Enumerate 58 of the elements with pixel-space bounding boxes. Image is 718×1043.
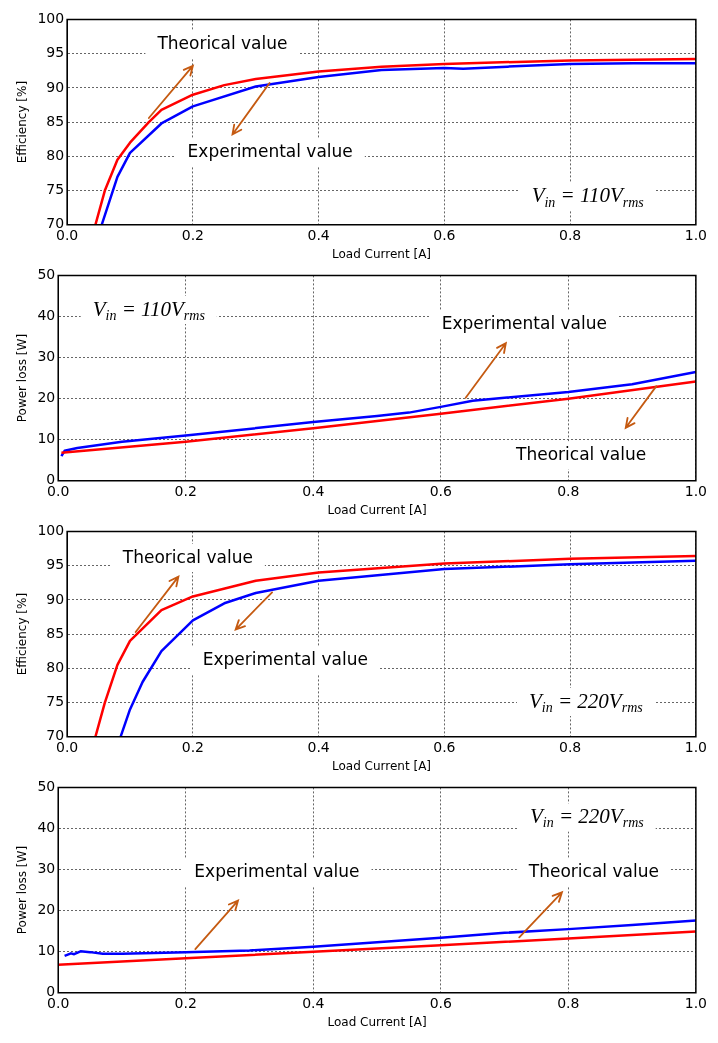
y-tick-label: 30 (37, 348, 56, 365)
y-tick-label: 40 (37, 307, 56, 324)
annotation: Experimental value (194, 861, 360, 882)
y-tick-label: 40 (37, 819, 56, 836)
y-tick-label: 100 (37, 10, 65, 27)
x-tick-label: 0.6 (433, 226, 456, 243)
y-tick-label: 75 (46, 181, 65, 198)
x-tick-label: 0.2 (174, 482, 197, 499)
annotation: Theorical value (156, 33, 288, 54)
x-tick-label: 1.0 (684, 482, 707, 499)
x-tick-label: 0.6 (429, 482, 453, 499)
y-tick-label: 20 (37, 901, 56, 918)
y-tick-label: 95 (46, 556, 65, 573)
annotation: Theorical value (515, 443, 647, 464)
x-tick-label: 1.0 (684, 738, 707, 755)
y-tick-label: 20 (37, 389, 56, 406)
y-tick-label: 85 (46, 112, 65, 129)
annotation: Experimental value (187, 141, 353, 162)
y-axis-title: Power loss [W] (15, 333, 30, 423)
annotation: Theorical value (121, 546, 253, 567)
x-tick-label: 0.2 (181, 738, 204, 755)
annotation: Experimental value (441, 313, 607, 334)
y-tick-label: 100 (37, 522, 65, 539)
x-tick-label: 0.2 (174, 994, 197, 1011)
y-tick-label: 30 (37, 860, 56, 877)
x-tick-label: 0.4 (302, 482, 325, 499)
y-tick-label: 80 (46, 146, 65, 163)
x-tick-label: 0.6 (433, 738, 456, 755)
x-tick-label: 0.8 (557, 482, 580, 499)
y-axis-title: Efficiency [%] (15, 592, 30, 676)
x-tick-label: 1.0 (684, 226, 707, 243)
x-tick-label: 0.4 (307, 738, 330, 755)
x-axis-title: Load Current [A] (327, 1014, 427, 1029)
x-tick-label: 0.4 (307, 226, 330, 243)
y-tick-label: 50 (37, 778, 56, 795)
x-tick-label: 0.2 (181, 226, 204, 243)
annotation: Theorical value (527, 861, 659, 882)
y-axis-title: Power loss [W] (15, 845, 30, 935)
x-tick-label: 0.8 (557, 994, 580, 1011)
annotation: Experimental value (202, 649, 368, 670)
y-tick-label: 85 (46, 624, 65, 641)
x-axis-title: Load Current [A] (331, 758, 432, 773)
y-tick-label: 80 (46, 658, 65, 675)
y-tick-label: 75 (46, 693, 65, 710)
y-tick-label: 10 (37, 430, 56, 447)
x-tick-label: 0.8 (558, 226, 582, 243)
y-tick-label: 90 (46, 78, 65, 95)
y-tick-label: 50 (37, 266, 56, 283)
x-axis-title: Load Current [A] (327, 502, 427, 517)
x-tick-label: 1.0 (684, 994, 707, 1011)
x-tick-label: 0.6 (429, 994, 453, 1011)
x-tick-label: 0.8 (558, 738, 582, 755)
y-tick-label: 10 (37, 942, 56, 959)
y-axis-title: Efficiency [%] (15, 80, 30, 164)
x-tick-label: 0.4 (302, 994, 325, 1011)
y-tick-label: 95 (46, 44, 65, 61)
y-tick-label: 90 (46, 590, 65, 607)
x-axis-title: Load Current [A] (331, 246, 432, 261)
